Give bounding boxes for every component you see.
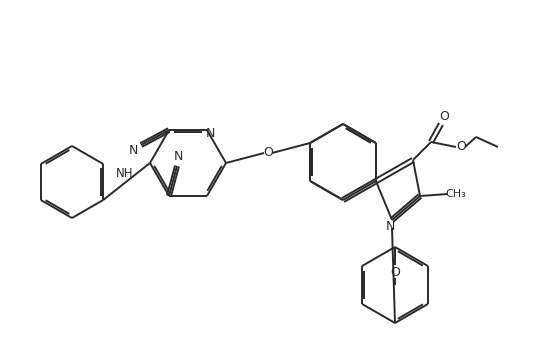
Text: N: N <box>205 127 215 140</box>
Text: O: O <box>456 141 466 153</box>
Text: N: N <box>174 150 182 164</box>
Text: O: O <box>263 145 273 158</box>
Text: O: O <box>439 110 449 122</box>
Text: CH₃: CH₃ <box>446 189 466 199</box>
Text: N: N <box>128 144 138 157</box>
Text: NH: NH <box>116 167 133 180</box>
Text: N: N <box>386 221 395 234</box>
Text: O: O <box>390 266 400 278</box>
